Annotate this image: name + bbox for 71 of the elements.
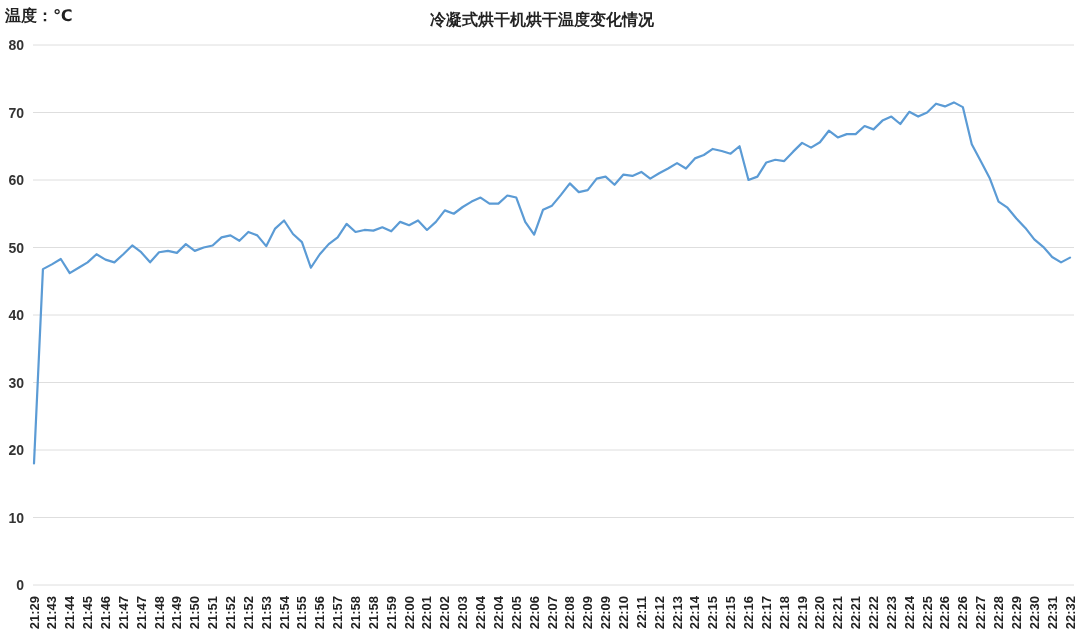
x-tick-label: 22:18: [776, 596, 792, 630]
x-tick-label: 21:47: [133, 596, 149, 630]
x-tick-label: 22:09: [598, 596, 614, 630]
x-tick-label: 21:47: [115, 596, 131, 630]
x-tick-label: 21:52: [240, 596, 256, 630]
x-tick-label: 21:49: [169, 596, 185, 630]
x-tick-label: 22:19: [794, 596, 810, 630]
x-tick-label: 22:06: [526, 596, 542, 630]
y-tick-label: 70: [8, 104, 25, 121]
x-tick-label: 21:54: [276, 595, 292, 630]
x-tick-label: 22:21: [848, 596, 864, 630]
x-tick-label: 22:05: [508, 596, 524, 630]
line-series: [32, 101, 1072, 465]
x-tick-label: 21:57: [330, 596, 346, 630]
x-tick-label: 21:59: [383, 596, 399, 630]
x-tick-label: 21:51: [205, 596, 221, 630]
x-tick-label: 21:45: [80, 596, 96, 630]
x-tick-label: 22:04: [490, 595, 506, 630]
x-tick-label: 22:00: [401, 596, 417, 630]
x-tick-label: 22:26: [955, 596, 971, 630]
x-tick-label: 22:25: [919, 596, 935, 630]
x-tick-label: 21:50: [187, 596, 203, 630]
y-tick-label: 50: [8, 239, 25, 256]
x-tick-label: 22:07: [544, 596, 560, 630]
x-tick-label: 22:10: [615, 596, 631, 630]
x-tick-label: 22:12: [651, 596, 667, 630]
x-tick-label: 21:43: [44, 596, 60, 630]
chart-title: 冷凝式烘干机烘干温度变化情况: [430, 10, 655, 28]
x-tick-label: 21:56: [312, 596, 328, 630]
x-tick-label: 22:02: [437, 596, 453, 630]
x-tick-label: 22:29: [1008, 596, 1024, 630]
x-tick-label: 22:13: [669, 596, 685, 630]
x-tick-label: 22:17: [758, 596, 774, 630]
x-tick-label: 21:52: [222, 596, 238, 630]
y-tick-label: 60: [8, 172, 25, 188]
x-tick-label: 22:16: [740, 596, 756, 630]
x-tick-label: 21:55: [294, 596, 310, 630]
x-tick-label: 21:46: [97, 596, 113, 630]
x-tick-label: 22:11: [633, 596, 649, 629]
x-tick-label: 22:09: [580, 596, 596, 630]
x-tick-label: 22:01: [419, 596, 435, 630]
x-tick-label: 21:53: [258, 596, 274, 630]
x-tick-label: 22:08: [562, 596, 578, 630]
x-tick-label: 22:14: [687, 595, 703, 630]
x-tick-label: 22:30: [1026, 596, 1042, 630]
x-tick-label: 21:29: [26, 596, 42, 630]
x-tick-label: 21:44: [62, 595, 78, 630]
x-tick-label: 22:15: [723, 596, 739, 630]
x-tick-label: 22:31: [1044, 596, 1060, 630]
x-tick-label: 22:32: [1062, 596, 1078, 630]
x-tick-label: 22:04: [473, 595, 489, 630]
x-tick-label: 22:21: [830, 596, 846, 630]
x-tick-label: 22:22: [866, 596, 882, 630]
x-tick-label: 22:15: [705, 596, 721, 630]
y-tick-label: 10: [8, 509, 25, 526]
y-axis-title: 温度：℃: [4, 6, 73, 24]
x-tick-label: 21:58: [365, 596, 381, 630]
x-tick-label: 22:03: [455, 596, 471, 630]
x-tick-label: 22:28: [991, 596, 1007, 630]
x-tick-label: 22:24: [901, 595, 917, 630]
y-tick-label: 0: [16, 577, 25, 593]
x-tick-label: 21:48: [151, 596, 167, 630]
x-tick-label: 22:26: [937, 596, 953, 630]
x-tick-label: 21:58: [348, 596, 364, 630]
x-tick-label: 22:23: [883, 596, 899, 630]
x-tick-label: 22:27: [973, 596, 989, 630]
y-tick-label: 20: [8, 442, 25, 458]
y-tick-label: 30: [8, 374, 25, 391]
y-tick-label: 40: [8, 307, 25, 323]
y-tick-label: 80: [8, 37, 25, 53]
x-tick-label: 22:20: [812, 596, 828, 630]
